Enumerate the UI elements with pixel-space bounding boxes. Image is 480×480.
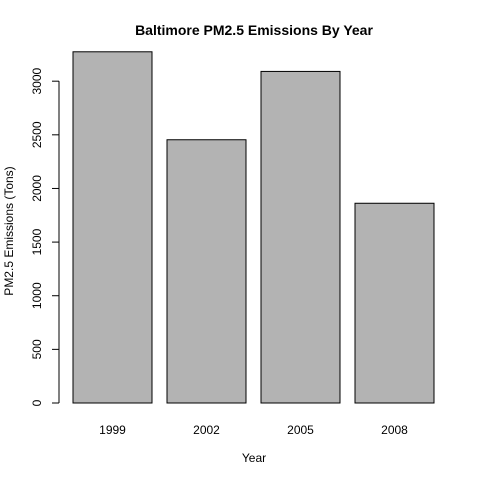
y-axis-label: PM2.5 Emissions (Tons) [2,166,16,295]
bar-2008 [354,202,435,404]
y-tick-label: 0 [30,399,44,406]
y-axis: 0 500 1000 1500 2000 2500 3000 [30,68,60,406]
x-tick-labels: 1999 2002 2005 2008 [99,423,408,437]
y-tick-label: 500 [30,339,44,359]
y-tick-label: 3000 [30,68,44,95]
y-tick-label: 1500 [30,228,44,255]
bar-2005 [260,70,341,404]
x-tick-label: 2002 [193,423,220,437]
chart-title: Baltimore PM2.5 Emissions By Year [135,22,373,38]
y-tick-label: 2500 [30,121,44,148]
x-axis-label: Year [242,451,266,465]
y-tick-label: 2000 [30,175,44,202]
x-tick-label: 2008 [381,423,408,437]
bar-1999 [72,51,153,404]
y-tick-label: 1000 [30,282,44,309]
bars-group [72,51,435,404]
x-tick-label: 1999 [99,423,126,437]
x-tick-label: 2005 [287,423,314,437]
bar-2002 [166,139,247,404]
